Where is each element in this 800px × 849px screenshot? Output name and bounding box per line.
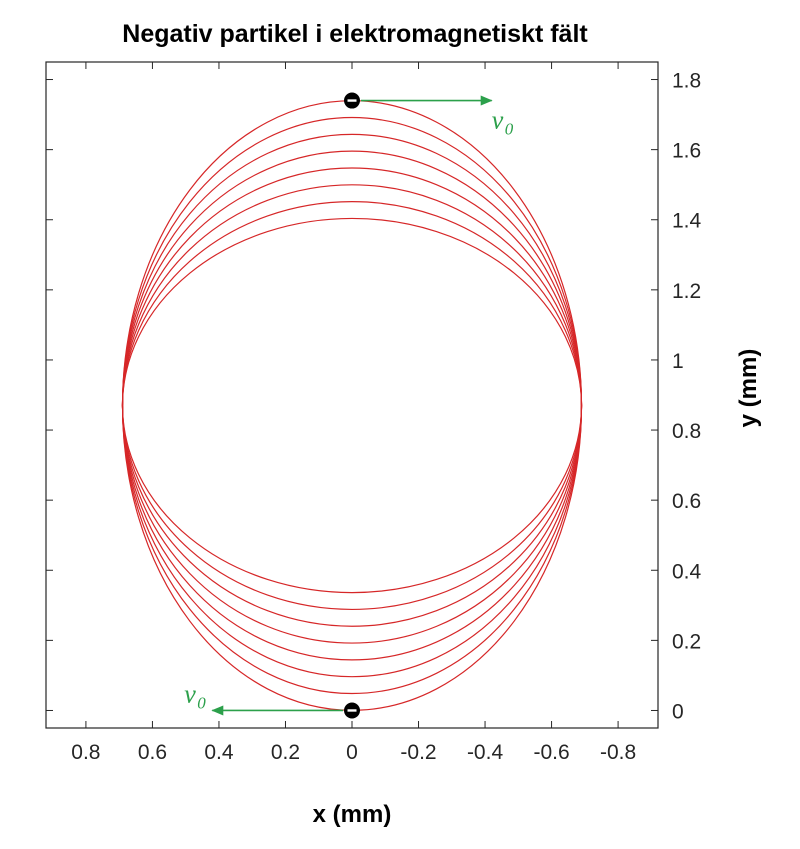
- x-tick-label: 0.6: [138, 741, 167, 764]
- trajectory-lower-arc: [121, 405, 583, 627]
- y-tick-label: 0.8: [672, 420, 701, 443]
- trajectory-upper-arc: [121, 184, 583, 406]
- velocity-label: v: [184, 679, 196, 708]
- y-tick-label: 1.2: [672, 280, 701, 303]
- x-tick-label: -0.2: [400, 741, 436, 764]
- y-axis-ticks: 0 0.2 0.4 0.6 0.8 1 1.2 1.4 1.6 1.8: [46, 70, 702, 723]
- y-tick-label: 1: [672, 350, 684, 373]
- trajectory-upper-arc: [121, 200, 583, 406]
- trajectory-upper-arc: [121, 133, 583, 406]
- trajectory-curves: [121, 99, 583, 712]
- trajectory-upper-arc: [121, 116, 583, 406]
- trajectory-lower-arc: [121, 405, 583, 661]
- velocity-label-subscript: 0: [505, 120, 514, 139]
- trajectory-lower-arc: [121, 405, 583, 611]
- x-tick-label: -0.6: [533, 741, 569, 764]
- x-tick-label: 0.4: [204, 741, 234, 764]
- velocity-arrows: v 0v 0: [184, 92, 514, 719]
- y-tick-label: 0.4: [672, 560, 702, 583]
- velocity-label-subscript: 0: [197, 693, 206, 712]
- trajectory-lower-arc: [121, 405, 583, 594]
- x-tick-label: 0.8: [71, 741, 100, 764]
- x-tick-label: 0.2: [271, 741, 300, 764]
- y-tick-label: 0: [672, 700, 684, 723]
- y-tick-label: 0.2: [672, 630, 701, 653]
- x-tick-label: -0.8: [600, 741, 636, 764]
- trajectory-lower-arc: [121, 405, 583, 695]
- y-tick-label: 1.6: [672, 140, 701, 163]
- y-tick-label: 1.8: [672, 70, 701, 93]
- x-tick-label: 0: [346, 741, 358, 764]
- trajectory-lower-arc: [121, 405, 583, 644]
- trajectory-upper-arc: [121, 99, 583, 406]
- plot-area-frame: [45, 61, 659, 729]
- y-tick-label: 1.4: [672, 210, 702, 233]
- trajectory-upper-arc: [121, 150, 583, 406]
- trajectory-upper-arc: [121, 167, 583, 406]
- trajectory-lower-arc: [121, 405, 583, 678]
- x-axis-label: x (mm): [313, 801, 392, 828]
- x-tick-label: -0.4: [467, 741, 504, 764]
- y-tick-label: 0.6: [672, 490, 701, 513]
- velocity-label: v: [492, 106, 504, 135]
- chart-title: Negativ partikel i elektromagnetiskt fäl…: [122, 20, 588, 48]
- trajectory-lower-arc: [121, 405, 583, 712]
- x-axis-ticks: 0.8 0.6 0.4 0.2 0 -0.2 -0.4 -0.6 -0.8: [71, 62, 636, 764]
- trajectory-upper-arc: [121, 217, 583, 406]
- y-axis-label: y (mm): [735, 349, 762, 428]
